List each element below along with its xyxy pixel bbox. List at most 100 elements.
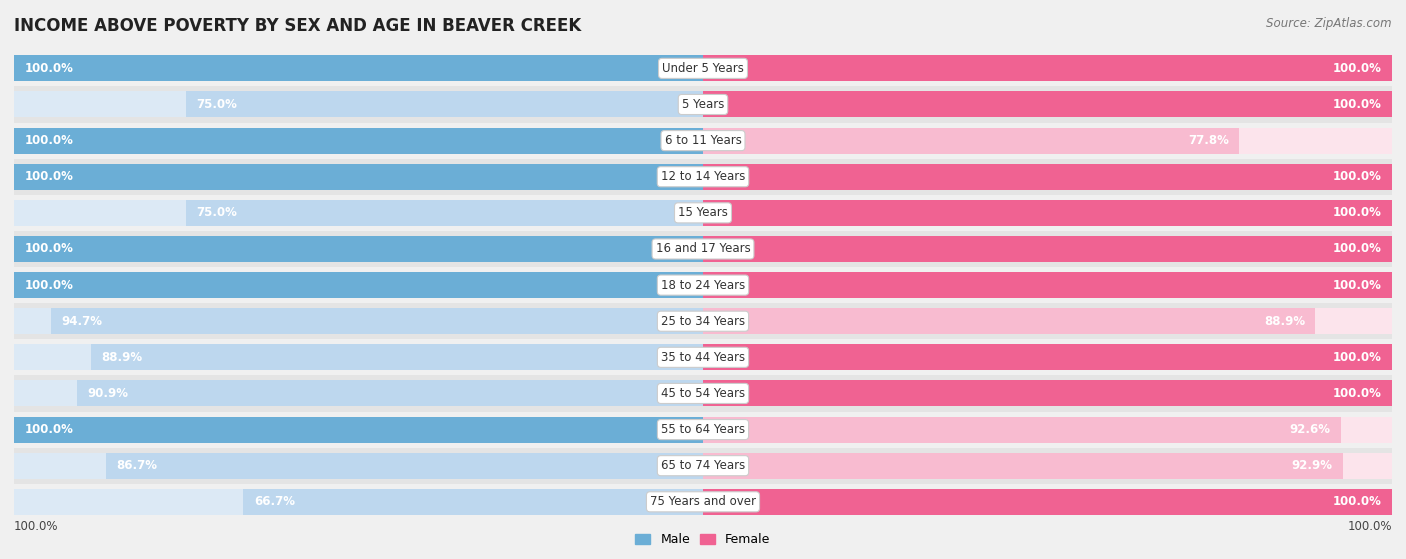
Bar bbox=[14, 453, 703, 479]
Bar bbox=[105, 453, 703, 479]
Bar bbox=[14, 200, 703, 226]
Text: 100.0%: 100.0% bbox=[1333, 243, 1382, 255]
Bar bbox=[51, 308, 703, 334]
Bar bbox=[703, 416, 1392, 443]
Text: 75.0%: 75.0% bbox=[197, 98, 238, 111]
Bar bbox=[14, 55, 703, 82]
Text: 16 and 17 Years: 16 and 17 Years bbox=[655, 243, 751, 255]
Bar bbox=[703, 127, 1239, 154]
Text: 88.9%: 88.9% bbox=[101, 351, 142, 364]
Text: 100.0%: 100.0% bbox=[14, 520, 59, 533]
Bar bbox=[703, 164, 1392, 190]
Bar bbox=[14, 87, 1392, 122]
Bar bbox=[186, 92, 703, 117]
Legend: Male, Female: Male, Female bbox=[630, 528, 776, 551]
Text: 75.0%: 75.0% bbox=[197, 206, 238, 219]
Bar bbox=[703, 344, 1392, 370]
Text: 100.0%: 100.0% bbox=[24, 423, 73, 436]
Bar bbox=[14, 344, 703, 370]
Bar bbox=[14, 416, 703, 443]
Bar bbox=[703, 236, 1392, 262]
Bar bbox=[703, 55, 1392, 82]
Bar bbox=[14, 381, 703, 406]
Text: 12 to 14 Years: 12 to 14 Years bbox=[661, 170, 745, 183]
Text: 55 to 64 Years: 55 to 64 Years bbox=[661, 423, 745, 436]
Bar bbox=[703, 489, 1392, 515]
Bar bbox=[14, 308, 703, 334]
Bar bbox=[703, 453, 1392, 479]
Text: 92.9%: 92.9% bbox=[1292, 459, 1333, 472]
Text: 15 Years: 15 Years bbox=[678, 206, 728, 219]
Bar bbox=[186, 200, 703, 226]
Bar bbox=[703, 55, 1392, 82]
Bar bbox=[703, 453, 1343, 479]
Bar bbox=[14, 411, 1392, 448]
Text: Source: ZipAtlas.com: Source: ZipAtlas.com bbox=[1267, 17, 1392, 30]
Bar bbox=[703, 489, 1392, 515]
Text: 100.0%: 100.0% bbox=[1333, 98, 1382, 111]
Bar bbox=[703, 272, 1392, 298]
Bar bbox=[14, 484, 1392, 520]
Text: 25 to 34 Years: 25 to 34 Years bbox=[661, 315, 745, 328]
Bar bbox=[703, 381, 1392, 406]
Text: 94.7%: 94.7% bbox=[60, 315, 101, 328]
Text: 5 Years: 5 Years bbox=[682, 98, 724, 111]
Text: 100.0%: 100.0% bbox=[1333, 387, 1382, 400]
Bar bbox=[14, 489, 703, 515]
Text: 100.0%: 100.0% bbox=[24, 243, 73, 255]
Text: 100.0%: 100.0% bbox=[24, 62, 73, 75]
Bar bbox=[703, 200, 1392, 226]
Text: 100.0%: 100.0% bbox=[1333, 206, 1382, 219]
Bar bbox=[14, 231, 1392, 267]
Bar bbox=[243, 489, 703, 515]
Bar bbox=[14, 159, 1392, 195]
Bar bbox=[14, 127, 703, 154]
Bar bbox=[14, 122, 1392, 159]
Text: 100.0%: 100.0% bbox=[1347, 520, 1392, 533]
Text: Under 5 Years: Under 5 Years bbox=[662, 62, 744, 75]
Text: 100.0%: 100.0% bbox=[1333, 278, 1382, 292]
Bar bbox=[14, 92, 703, 117]
Bar bbox=[14, 236, 703, 262]
Bar bbox=[14, 416, 703, 443]
Text: 88.9%: 88.9% bbox=[1264, 315, 1305, 328]
Bar bbox=[703, 381, 1392, 406]
Bar bbox=[703, 344, 1392, 370]
Text: 92.6%: 92.6% bbox=[1289, 423, 1330, 436]
Text: 18 to 24 Years: 18 to 24 Years bbox=[661, 278, 745, 292]
Text: 90.9%: 90.9% bbox=[87, 387, 128, 400]
Bar bbox=[703, 308, 1392, 334]
Bar bbox=[14, 164, 703, 190]
Bar bbox=[703, 164, 1392, 190]
Text: 100.0%: 100.0% bbox=[24, 278, 73, 292]
Text: 66.7%: 66.7% bbox=[254, 495, 295, 508]
Text: INCOME ABOVE POVERTY BY SEX AND AGE IN BEAVER CREEK: INCOME ABOVE POVERTY BY SEX AND AGE IN B… bbox=[14, 17, 581, 35]
Bar bbox=[14, 448, 1392, 484]
Bar bbox=[14, 272, 703, 298]
Text: 100.0%: 100.0% bbox=[1333, 62, 1382, 75]
Bar bbox=[14, 272, 703, 298]
Bar bbox=[14, 303, 1392, 339]
Text: 100.0%: 100.0% bbox=[1333, 170, 1382, 183]
Bar bbox=[90, 344, 703, 370]
Text: 77.8%: 77.8% bbox=[1188, 134, 1229, 147]
Text: 75 Years and over: 75 Years and over bbox=[650, 495, 756, 508]
Text: 100.0%: 100.0% bbox=[24, 134, 73, 147]
Text: 100.0%: 100.0% bbox=[24, 170, 73, 183]
Bar bbox=[14, 339, 1392, 376]
Bar bbox=[14, 164, 703, 190]
Bar bbox=[703, 200, 1392, 226]
Text: 100.0%: 100.0% bbox=[1333, 495, 1382, 508]
Bar bbox=[14, 50, 1392, 87]
Bar bbox=[14, 195, 1392, 231]
Bar bbox=[14, 267, 1392, 303]
Bar bbox=[77, 381, 703, 406]
Text: 65 to 74 Years: 65 to 74 Years bbox=[661, 459, 745, 472]
Bar bbox=[14, 127, 703, 154]
Text: 45 to 54 Years: 45 to 54 Years bbox=[661, 387, 745, 400]
Text: 86.7%: 86.7% bbox=[117, 459, 157, 472]
Bar bbox=[14, 236, 703, 262]
Bar bbox=[703, 416, 1341, 443]
Bar bbox=[703, 308, 1316, 334]
Bar bbox=[703, 92, 1392, 117]
